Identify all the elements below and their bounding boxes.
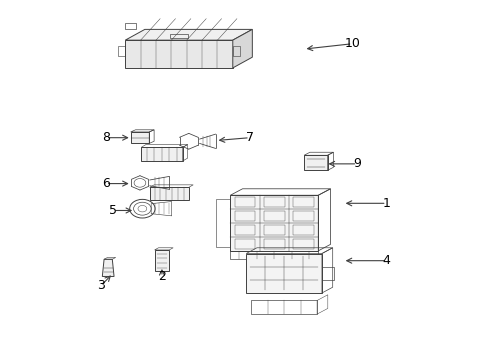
Bar — [264, 239, 285, 249]
Text: 2: 2 — [158, 270, 166, 283]
Bar — [170, 35, 188, 38]
Text: 8: 8 — [102, 131, 110, 144]
Bar — [264, 211, 285, 221]
Text: 7: 7 — [246, 131, 254, 144]
Bar — [294, 239, 314, 249]
Polygon shape — [125, 40, 233, 68]
Bar — [294, 197, 314, 207]
Bar — [235, 211, 255, 221]
Polygon shape — [131, 132, 149, 143]
Polygon shape — [155, 250, 169, 271]
Bar — [294, 211, 314, 221]
Polygon shape — [246, 253, 322, 293]
Polygon shape — [230, 195, 318, 251]
Polygon shape — [125, 30, 252, 40]
Text: 3: 3 — [97, 279, 105, 292]
Bar — [294, 225, 314, 235]
Text: 4: 4 — [383, 254, 391, 267]
Bar — [235, 197, 255, 207]
Text: 9: 9 — [353, 157, 361, 170]
Text: 10: 10 — [344, 37, 361, 50]
Bar — [264, 225, 285, 235]
Polygon shape — [102, 259, 114, 276]
Polygon shape — [304, 155, 328, 170]
Polygon shape — [233, 30, 252, 68]
Polygon shape — [141, 147, 183, 161]
Bar — [264, 197, 285, 207]
Text: 5: 5 — [109, 204, 117, 217]
Text: 6: 6 — [102, 177, 110, 190]
Bar — [235, 239, 255, 249]
Polygon shape — [150, 187, 189, 200]
Text: 1: 1 — [383, 197, 391, 210]
Bar — [235, 225, 255, 235]
